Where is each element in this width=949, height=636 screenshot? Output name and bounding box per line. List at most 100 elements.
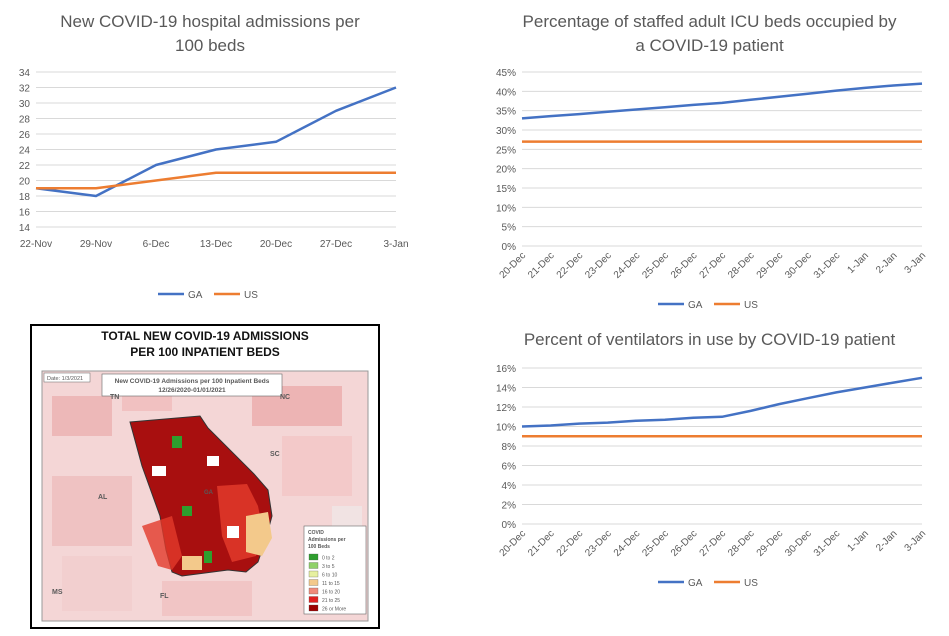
map-legend-label: 0 to 2 [322,556,335,562]
x-tick-label: 24-Dec [612,528,643,559]
y-tick-label: 6% [502,462,517,473]
map-legend-swatch [308,604,319,612]
x-tick-label: 31-Dec [812,250,843,281]
admissions-chart-svg: 14 16 18 20 22 24 26 28 30 32 34 22-Nov 29-Nov 6-Dec 1… [19,68,409,301]
x-tick-label: 21-Dec [526,250,557,281]
x-tick-label: 30-Dec [783,528,814,559]
map-legend-title: COVID [308,530,324,536]
map-legend-swatch [308,562,319,569]
y-tick-label: 15% [496,184,516,195]
chart-title-line: Percent of ventilators in use by COVID-1… [523,330,896,349]
map-graphic: New COVID-19 Admissions per 100 Inpatien… [41,370,369,622]
y-tick-label: 30% [496,126,516,137]
x-tick-label: 1-Jan [846,250,871,275]
x-tick-label: 23-Dec [583,528,614,559]
y-tick-label: 34 [19,68,31,79]
x-tick-label: 29-Dec [755,528,786,559]
map-legend-swatch [308,579,319,586]
y-tick-label: 12% [496,403,516,414]
x-tick-label: 27-Dec [320,239,352,250]
map-title-line: TOTAL NEW COVID-19 ADMISSIONS [101,329,309,343]
legend-label: US [244,290,258,301]
x-tick-label: 13-Dec [200,239,232,250]
y-tick-label: 10% [496,423,516,434]
x-tick-label: 25-Dec [640,528,671,559]
chart-title-line: a COVID-19 patient [635,36,784,55]
y-tick-label: 8% [502,442,517,453]
y-tick-label: 0% [502,242,517,253]
chart-icu: Percentage of staffed adult ICU beds occ… [470,0,949,320]
x-tick-label: 3-Jan [903,250,928,275]
y-tick-label: 26 [19,130,31,141]
map-legend-title: 100 Beds [308,544,330,550]
chart-title-line: 100 beds [175,36,245,55]
x-tick-label: 26-Dec [669,250,700,281]
map-legend-label: 26 or More [322,607,346,613]
x-tick-label: 2-Jan [874,250,899,275]
y-tick-label: 4% [502,481,517,492]
map-legend-label: 16 to 20 [322,590,340,596]
y-tick-label: 22 [19,161,31,172]
map-inner-subtitle: 12/26/2020-01/01/2021 [158,387,226,394]
ventilators-chart-svg: 0% 2% 4% 6% 8% 10% 12% 14% 16% 20-Dec21-Dec22-Dec… [496,364,928,589]
x-tick-label: 25-Dec [640,250,671,281]
chart-title-line: New COVID-19 hospital admissions per [60,12,360,31]
y-tick-label: 14 [19,223,31,234]
map-legend-label: 11 to 15 [322,581,340,587]
x-tick-label: 26-Dec [669,528,700,559]
map-legend-label: 3 to 5 [322,564,335,570]
x-tick-label: 6-Dec [143,239,170,250]
map-date-label: Date: 1/3/2021 [47,376,83,382]
y-tick-label: 40% [496,87,516,98]
y-tick-label: 25% [496,145,516,156]
x-tick-label: 27-Dec [698,528,729,559]
series-line-ga [521,82,923,120]
x-tick-label: 21-Dec [526,528,557,559]
x-tick-label: 27-Dec [698,250,729,281]
chart-ventilators: Percent of ventilators in use by COVID-1… [470,322,949,636]
y-tick-label: 16 [19,208,31,219]
state-label-tn: TN [110,394,119,401]
series-line-us [36,171,396,190]
x-tick-label: 3-Jan [383,239,408,250]
x-tick-label: 24-Dec [612,250,643,281]
x-tick-label: 20-Dec [498,250,529,281]
map-legend-label: 21 to 25 [322,598,340,604]
x-tick-label: 20-Dec [498,528,529,559]
chart-title: Percent of ventilators in use by COVID-1… [470,328,949,352]
y-tick-label: 0% [502,520,517,531]
x-tick-label: 2-Jan [874,528,899,553]
x-tick-label: 29-Dec [755,250,786,281]
state-label-ga: GA [204,490,214,496]
legend-label: US [744,300,758,311]
x-tick-label: 28-Dec [726,250,757,281]
x-tick-label: 30-Dec [783,250,814,281]
legend-label: GA [188,290,203,301]
series-line-ga [521,376,923,428]
series-line-ga [35,86,397,198]
y-tick-label: 18 [19,192,31,203]
y-tick-label: 32 [19,84,31,95]
y-tick-label: 45% [496,68,516,79]
map-legend-swatch [308,587,319,595]
y-tick-label: 20 [19,177,31,188]
chart-title: New COVID-19 hospital admissions per 100… [20,10,400,58]
chart-admissions: New COVID-19 hospital admissions per 100… [0,0,420,315]
map-inner-title: New COVID-19 Admissions per 100 Inpatien… [115,378,270,385]
y-tick-label: 20% [496,165,516,176]
map-title-line: PER 100 INPATIENT BEDS [130,345,280,359]
x-tick-label: 22-Dec [555,250,586,281]
legend-label: GA [688,578,703,589]
y-tick-label: 14% [496,384,516,395]
map-title: TOTAL NEW COVID-19 ADMISSIONS PER 100 IN… [32,328,378,360]
y-tick-label: 28 [19,115,31,126]
x-tick-label: 31-Dec [812,528,843,559]
state-label-fl: FL [160,593,169,600]
x-tick-label: 29-Nov [80,239,112,250]
y-tick-label: 30 [19,99,31,110]
state-label-sc: SC [270,451,280,458]
x-tick-label: 23-Dec [583,250,614,281]
state-label-ms: MS [52,589,63,596]
map-legend-title: Admissions per [308,537,346,543]
y-tick-label: 5% [502,223,517,234]
